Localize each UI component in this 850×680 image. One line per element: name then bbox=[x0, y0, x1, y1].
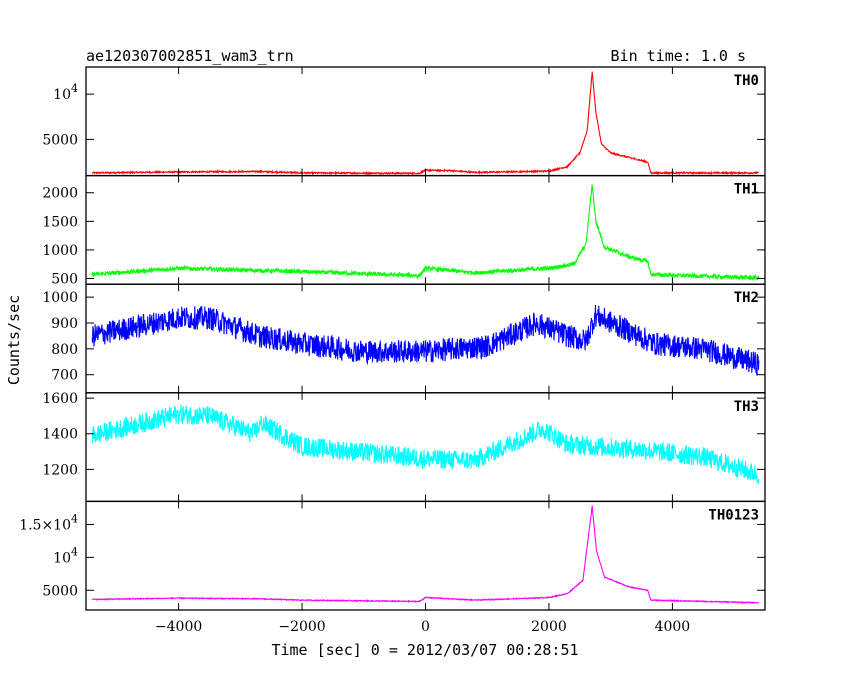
y-tick-label: 5000 bbox=[42, 583, 78, 599]
chart-title: ae120307002851_wam3_trn bbox=[86, 47, 294, 65]
series-line-th0123 bbox=[91, 505, 759, 605]
series-line-th2 bbox=[91, 304, 760, 376]
y-tick-label: 1000 bbox=[42, 290, 78, 306]
panels-group: 5000 104 TH0 500 1000 1500 2000 TH1 700 800 900 100… bbox=[19, 66, 766, 635]
y-tick-label: 700 bbox=[51, 368, 78, 384]
y-axis-label: Counts/sec bbox=[5, 295, 23, 385]
y-tick-label: 104 bbox=[53, 82, 78, 103]
y-tick-label: 2000 bbox=[42, 186, 78, 202]
panel-label-th0: TH0 bbox=[734, 73, 759, 89]
y-tick-label: 1000 bbox=[42, 243, 78, 259]
panel-label-th0123: TH0123 bbox=[708, 507, 759, 523]
y-tick-label: 800 bbox=[51, 342, 78, 358]
panel-frame-th0 bbox=[85, 66, 766, 177]
x-tick-label: 4000 bbox=[655, 619, 691, 635]
y-tick-label: 1200 bbox=[42, 462, 78, 478]
y-tick-label: 500 bbox=[51, 271, 78, 287]
y-tick-label: 1600 bbox=[42, 391, 78, 407]
y-tick-label: 1400 bbox=[42, 427, 78, 443]
series-line-th0 bbox=[91, 71, 760, 176]
y-tick-label: 104 bbox=[53, 545, 78, 566]
panel-label-th2: TH2 bbox=[734, 290, 759, 306]
panel-label-th3: TH3 bbox=[734, 399, 759, 415]
series-line-th3 bbox=[91, 404, 760, 485]
x-tick-label: −4000 bbox=[155, 619, 202, 635]
x-axis-label: Time [sec] 0 = 2012/03/07 00:28:51 bbox=[271, 641, 578, 659]
y-tick-label: 5000 bbox=[42, 132, 78, 148]
y-tick-label: 1500 bbox=[42, 214, 78, 230]
panel-frame-th0123 bbox=[85, 500, 766, 611]
x-tick-label: −2000 bbox=[278, 619, 325, 635]
x-tick-label: 0 bbox=[421, 619, 430, 635]
x-tick-label: 2000 bbox=[531, 619, 567, 635]
panel-label-th1: TH1 bbox=[734, 182, 759, 198]
y-tick-label: 1.5×104 bbox=[19, 512, 78, 533]
y-tick-label: 900 bbox=[51, 316, 78, 332]
bin-time-label: Bin time: 1.0 s bbox=[611, 47, 746, 65]
series-line-th1 bbox=[91, 184, 760, 282]
